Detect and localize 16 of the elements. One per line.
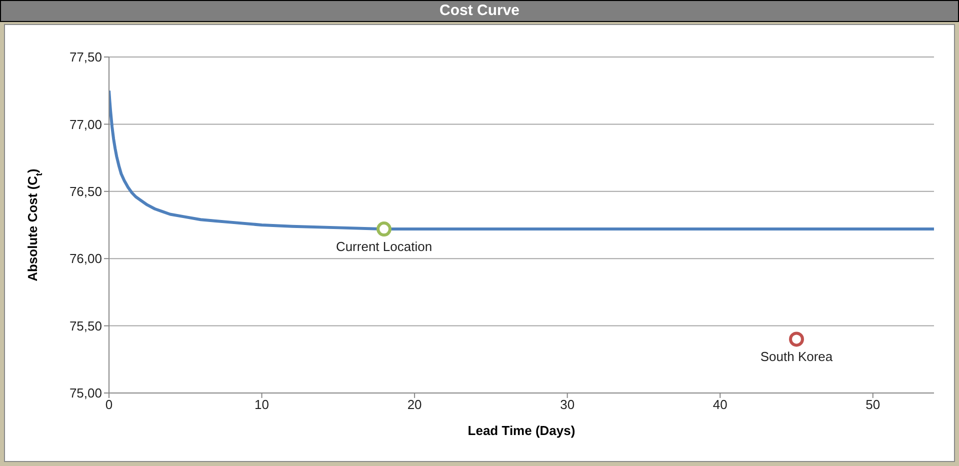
y-tick-label: 77,00 [69,116,102,132]
x-tick-label: 10 [254,397,270,412]
series-label: South Korea [760,349,834,364]
x-tick-label: 40 [712,397,728,412]
y-tick-label: 77,50 [69,50,102,65]
series-label: Current Location [336,239,432,254]
y-tick-label: 75,00 [69,386,102,401]
y-tick-label: 75,50 [69,318,102,334]
x-axis-title: Lead Time (Days) [468,423,576,438]
chart-title: Cost Curve [0,0,959,22]
y-tick-label: 76,50 [69,184,102,200]
x-tick-label: 0 [105,397,113,412]
y-tick-label: 76,00 [69,251,102,266]
x-tick-label: 50 [866,397,880,412]
x-tick-label: 30 [560,397,575,412]
x-tick-label: 20 [407,397,422,412]
